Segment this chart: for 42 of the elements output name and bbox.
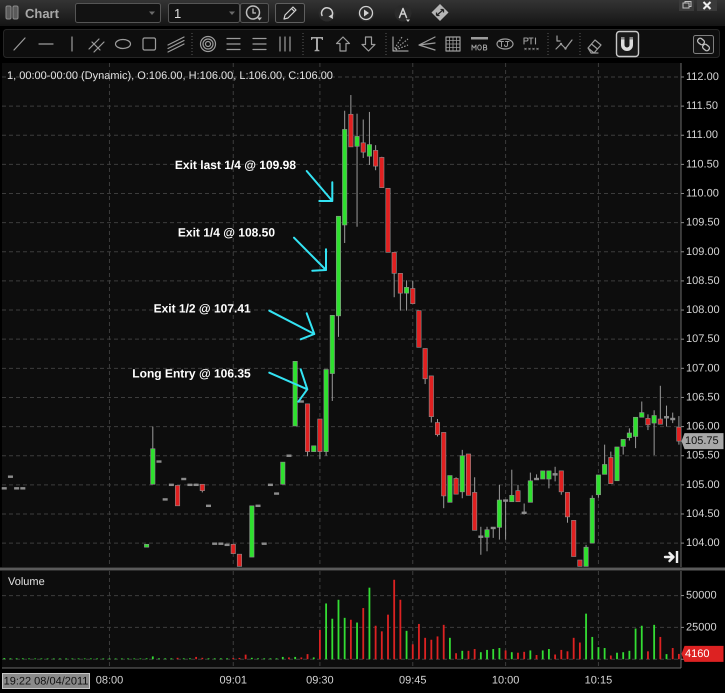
candlestick bbox=[596, 474, 601, 498]
y-tick-label: 109.50 bbox=[686, 216, 720, 229]
y-tick-label: 111.50 bbox=[686, 100, 718, 112]
y-tick-label: 111.00 bbox=[686, 129, 718, 142]
chart-title: Volume bbox=[8, 576, 45, 588]
y-tick-label: 104.00 bbox=[686, 537, 720, 550]
x-tick-label: 08:00 bbox=[96, 674, 124, 686]
x-tick-label: 09:01 bbox=[219, 674, 248, 686]
y-tick-label: 50000 bbox=[686, 590, 717, 602]
candlestick bbox=[522, 502, 527, 516]
candlestick bbox=[620, 438, 626, 456]
y-tick-label: 108.00 bbox=[686, 304, 720, 316]
x-tick-label: 10:00 bbox=[492, 674, 520, 686]
y-tick-label: 105.50 bbox=[686, 450, 720, 462]
annotation: Exit 1/2 @ 107.41 bbox=[154, 301, 252, 316]
x-tick-label: 10:15 bbox=[584, 674, 612, 686]
y-tick-label: 105.00 bbox=[686, 478, 720, 491]
y-tick-label: 25000 bbox=[686, 621, 717, 634]
y-tick-label: 106.00 bbox=[686, 420, 720, 433]
annotation: Exit 1/4 @ 108.50 bbox=[178, 226, 276, 240]
text: 1, 00:00-00:00 (Dynamic), O:106.00, H:106.00, L:106.00, C:106.00 bbox=[7, 70, 333, 82]
candlestick bbox=[280, 462, 286, 485]
y-tick-label: 112.00 bbox=[686, 70, 719, 83]
text: 1 bbox=[174, 6, 182, 21]
candlestick bbox=[236, 554, 242, 567]
y-tick-label: 110.00 bbox=[686, 188, 719, 200]
x-tick-label: 09:30 bbox=[306, 674, 334, 686]
text: 4160 bbox=[685, 648, 710, 660]
text: 105.75 bbox=[685, 435, 719, 448]
annotation: Exit last 1/4 @ 109.98 bbox=[174, 158, 296, 172]
y-tick-label: 104.50 bbox=[686, 508, 720, 520]
annotation: Long Entry @ 106.35 bbox=[132, 366, 252, 380]
x-tick-label: 09:45 bbox=[398, 674, 427, 686]
text: 19:22 08/04/2011 bbox=[4, 676, 88, 688]
y-tick-label: 106.50 bbox=[686, 391, 720, 404]
text: Chart bbox=[25, 6, 60, 21]
y-tick-label: 108.50 bbox=[686, 274, 720, 287]
y-tick-label: 110.50 bbox=[686, 158, 719, 170]
y-tick-label: 107.00 bbox=[686, 362, 720, 374]
y-tick-label: 109.00 bbox=[686, 246, 720, 258]
candlestick bbox=[528, 472, 533, 503]
y-tick-label: 107.50 bbox=[686, 333, 720, 346]
